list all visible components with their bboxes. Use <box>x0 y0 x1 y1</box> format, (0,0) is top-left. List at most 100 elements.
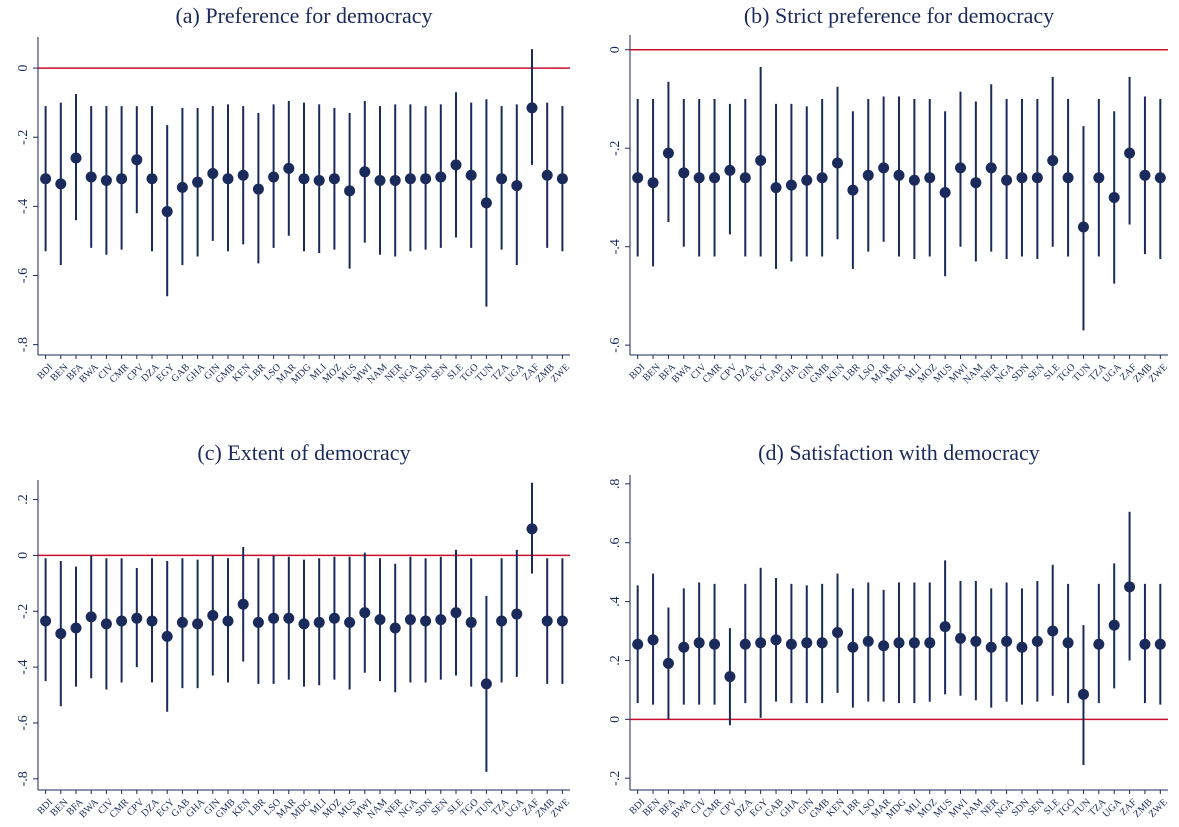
point-estimate <box>970 635 982 647</box>
chart-title: (a) Preference for democracy <box>175 3 432 28</box>
point-estimate <box>678 641 690 653</box>
point-estimate <box>344 185 356 197</box>
point-estimate <box>70 152 82 164</box>
point-estimate <box>770 634 782 646</box>
point-estimate <box>1139 638 1151 650</box>
point-estimate <box>496 173 508 185</box>
point-estimate <box>313 174 325 186</box>
point-estimate <box>878 640 890 652</box>
point-estimate <box>420 173 432 185</box>
point-estimate <box>908 174 920 186</box>
point-estimate <box>1154 172 1166 184</box>
point-estimate <box>724 164 736 176</box>
point-estimate <box>496 615 508 627</box>
point-estimate <box>862 169 874 181</box>
point-estimate <box>283 612 295 624</box>
point-estimate <box>328 612 340 624</box>
point-estimate <box>70 622 82 634</box>
point-estimate <box>268 171 280 183</box>
point-estimate <box>268 612 280 624</box>
point-estimate <box>785 638 797 650</box>
y-tick-label: -.2 <box>16 130 31 145</box>
point-estimate <box>1062 637 1074 649</box>
point-estimate <box>1001 635 1013 647</box>
point-estimate <box>192 176 204 188</box>
y-tick-label: .8 <box>608 479 623 490</box>
point-estimate <box>924 172 936 184</box>
point-estimate <box>435 171 447 183</box>
point-estimate <box>298 173 310 185</box>
y-tick-label: -.4 <box>16 199 31 214</box>
point-estimate <box>116 173 128 185</box>
point-estimate <box>374 174 386 186</box>
point-estimate <box>161 206 173 218</box>
point-estimate <box>647 177 659 189</box>
point-estimate <box>1139 169 1151 181</box>
point-estimate <box>678 167 690 179</box>
point-estimate <box>1062 172 1074 184</box>
point-estimate <box>832 627 844 638</box>
point-estimate <box>1093 172 1105 184</box>
point-estimate <box>207 609 219 621</box>
y-tick-label: .6 <box>608 537 623 548</box>
y-tick-label: -.6 <box>16 268 31 283</box>
x-tick-label: ZWE <box>1147 362 1170 385</box>
point-estimate <box>131 154 143 166</box>
y-tick-label: -.2 <box>16 604 31 619</box>
point-estimate <box>801 174 813 186</box>
chart-title: (c) Extent of democracy <box>197 440 410 465</box>
point-estimate <box>85 171 97 183</box>
y-tick-label: -.2 <box>608 771 623 786</box>
point-estimate <box>222 615 234 627</box>
point-estimate <box>693 637 705 649</box>
point-estimate <box>632 172 644 184</box>
point-estimate <box>724 671 736 683</box>
x-tick-label: ZWE <box>1147 797 1170 820</box>
point-estimate <box>755 155 767 167</box>
point-estimate <box>116 615 128 627</box>
point-estimate <box>893 637 905 649</box>
point-estimate <box>526 523 538 535</box>
point-estimate <box>40 173 52 185</box>
point-estimate <box>908 637 920 649</box>
point-estimate <box>237 598 249 610</box>
point-estimate <box>40 615 52 627</box>
point-estimate <box>389 622 401 634</box>
point-estimate <box>801 637 813 649</box>
point-estimate <box>1077 221 1089 233</box>
point-estimate <box>146 615 158 627</box>
point-estimate <box>480 678 492 690</box>
y-tick-label: 0 <box>608 716 623 723</box>
point-estimate <box>632 638 644 650</box>
point-estimate <box>161 630 173 642</box>
point-estimate <box>176 181 188 193</box>
point-estimate <box>1093 638 1105 650</box>
y-tick-label: -.6 <box>16 715 31 730</box>
y-tick-label: 0 <box>608 46 623 53</box>
y-tick-label: -.4 <box>608 239 623 254</box>
point-estimate <box>450 607 462 619</box>
point-estimate <box>709 638 721 650</box>
point-estimate <box>100 174 112 186</box>
y-tick-label: 0 <box>16 65 31 72</box>
point-estimate <box>556 615 568 627</box>
point-estimate <box>816 172 828 184</box>
point-estimate <box>222 173 234 185</box>
point-estimate <box>207 168 219 180</box>
point-estimate <box>1031 635 1043 647</box>
point-estimate <box>1124 147 1136 159</box>
point-estimate <box>785 179 797 191</box>
y-tick-label: -.4 <box>16 660 31 675</box>
point-estimate <box>709 172 721 184</box>
point-estimate <box>55 178 67 190</box>
point-estimate <box>313 616 325 628</box>
point-estimate <box>283 162 295 174</box>
point-estimate <box>526 102 538 114</box>
point-estimate <box>939 187 951 199</box>
point-estimate <box>252 616 264 628</box>
point-estimate <box>146 173 158 185</box>
point-estimate <box>739 638 751 650</box>
point-estimate <box>252 183 264 195</box>
point-estimate <box>693 172 705 184</box>
y-tick-label: -.2 <box>608 141 623 156</box>
